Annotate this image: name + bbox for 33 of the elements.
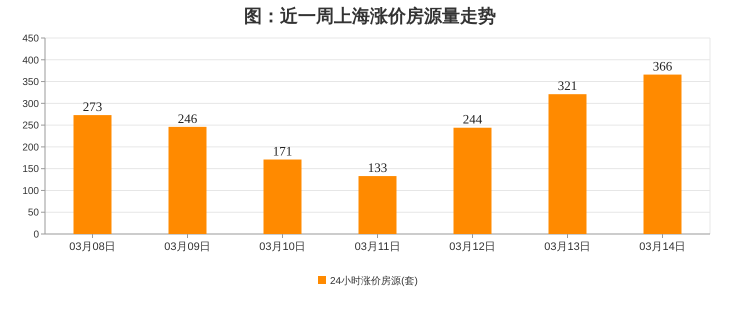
x-tick-label: 03月13日 — [544, 241, 591, 253]
bar — [644, 74, 682, 234]
data-label: 171 — [272, 144, 292, 159]
bar — [74, 115, 112, 234]
y-tick-label: 300 — [22, 98, 40, 110]
y-tick-label: 350 — [22, 77, 40, 88]
y-tick-label: 400 — [22, 55, 40, 66]
bar — [264, 160, 302, 234]
y-tick-label: 150 — [22, 164, 40, 176]
x-tick-label: 03月09日 — [164, 241, 211, 253]
x-tick-label: 03月11日 — [354, 241, 400, 253]
chart-title: 图：近一周上海涨价房源量走势 — [244, 6, 496, 26]
bar — [454, 128, 492, 234]
data-label: 366 — [652, 58, 673, 74]
y-tick-label: 200 — [22, 142, 40, 154]
bar — [358, 176, 396, 234]
data-label: 244 — [462, 112, 483, 127]
x-tick-label: 03月12日 — [449, 241, 496, 253]
bar — [548, 94, 586, 234]
bar — [168, 126, 206, 234]
data-label: 133 — [368, 160, 388, 176]
y-tick-label: 50 — [28, 208, 40, 219]
y-tick-label: 100 — [22, 186, 40, 197]
legend-label: 24小时涨价房源(套) — [330, 275, 418, 287]
y-tick-label: 450 — [22, 34, 40, 44]
data-label: 273 — [82, 99, 102, 114]
y-tick-label: 0 — [33, 230, 40, 240]
x-tick-label: 03月14日 — [639, 241, 686, 253]
x-tick-label: 03月10日 — [259, 241, 306, 253]
data-label: 246 — [178, 110, 198, 126]
data-label: 321 — [558, 78, 578, 94]
x-tick-label: 03月08日 — [69, 241, 116, 253]
y-tick-label: 250 — [22, 120, 40, 132]
